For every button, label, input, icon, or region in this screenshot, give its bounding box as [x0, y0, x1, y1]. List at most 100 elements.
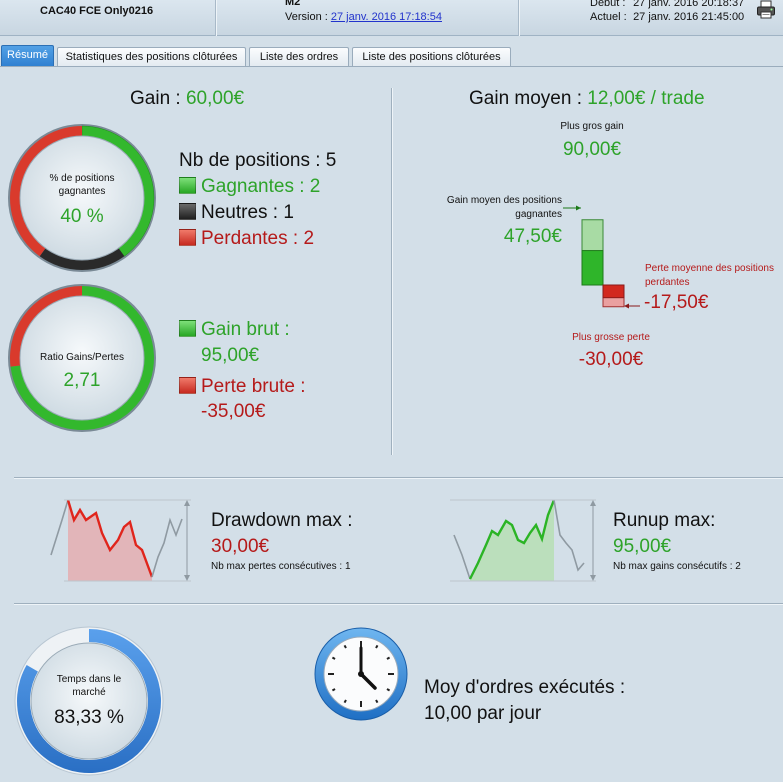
drawdown-line-before [50, 499, 69, 556]
winners-text: Gagnantes : 2 [201, 176, 321, 197]
tab-bar: Résumé Statistiques des positions clôtur… [0, 45, 783, 67]
winners-legend: Gagnantes : 2 [179, 176, 320, 198]
clock-tick [375, 644, 379, 649]
clock-tick [343, 644, 347, 649]
max-gain-label: Plus gros gain [560, 121, 624, 132]
tab-closed-positions-stats[interactable]: Statistiques des positions clôturées [57, 47, 246, 67]
orders-label: Moy d'ordres exécutés : [424, 677, 626, 698]
time-in-market-value: 83,33 % [54, 707, 124, 728]
drawdown-line [66, 499, 154, 578]
positions-count: Nb de positions : 5 [179, 150, 337, 171]
average-loss-arrow-icon [624, 303, 629, 309]
gain-loss-ratio-donut [8, 284, 156, 432]
average-gain-value: 12,00€ / trade [587, 88, 705, 109]
version-label: Version : [285, 11, 331, 23]
drawdown-subtext: Nb max pertes consécutives : 1 [211, 561, 351, 572]
losing-segment [10, 126, 82, 257]
tab-resume[interactable]: Résumé [1, 45, 54, 67]
average-win-value: 47,50€ [503, 226, 562, 247]
gross-loss-value: -35,00€ [201, 401, 266, 422]
average-gain-heading: Gain moyen : 12,00€ / trade [469, 88, 705, 110]
strategy-name: CAC40 FCE Only0216 [40, 5, 154, 17]
time-in-market-label: Temps dans le marché [56, 674, 122, 698]
winning-positions-ring: % de positions gagnantes 40 % [6, 122, 158, 274]
winning-positions-value: 40 % [60, 206, 104, 227]
start-date-label: Début : [590, 0, 626, 9]
drawdown-area [68, 500, 152, 581]
max-loss-value: -30,00€ [578, 349, 644, 370]
strategy-label: M2 [285, 0, 301, 8]
panel-divider [391, 88, 392, 455]
up-arrow-icon [184, 500, 190, 506]
gain-value: 60,00€ [185, 88, 245, 109]
average-loss-value: -17,50€ [644, 292, 709, 313]
clock-hour-hand [359, 672, 377, 690]
start-date-value: 27 janv. 2016 20:18:37 [633, 0, 745, 9]
average-gain-bars [563, 205, 640, 309]
drawdown-label: Drawdown max : [211, 510, 353, 531]
loss-segment [10, 286, 82, 367]
red-square-icon [179, 377, 196, 394]
drawdown-value: 30,00€ [211, 536, 270, 557]
header-separator [215, 0, 216, 36]
gain-label: Gain : [130, 88, 186, 109]
gross-loss-legend: Perte brute : [179, 376, 306, 398]
section-divider [14, 603, 783, 604]
clock-tick [386, 656, 391, 660]
drawdown-sparkline [50, 499, 191, 582]
gross-gain-legend: Gain brut : [179, 319, 290, 341]
average-gain-label: Gain moyen : [469, 88, 588, 109]
down-arrow-icon [184, 575, 190, 581]
runup-area [470, 500, 554, 581]
green-square-icon [179, 177, 196, 194]
green-square-icon [179, 320, 196, 337]
clock-tick [331, 656, 336, 660]
section-divider [14, 477, 783, 478]
current-date-value: 27 janv. 2016 21:45:00 [633, 11, 745, 23]
time-in-market-ring: Temps dans le marché 83,33 % [14, 626, 164, 776]
tab-closed-positions-list[interactable]: Liste des positions clôturées [352, 47, 511, 67]
up-arrow-icon [590, 500, 596, 506]
gross-gain-label: Gain brut : [201, 319, 290, 340]
header-bar [0, 0, 783, 36]
clock-icon [314, 627, 408, 721]
down-arrow-icon [590, 575, 596, 581]
winning-positions-donut [8, 124, 156, 272]
printer-icon[interactable] [756, 0, 776, 20]
black-square-icon [179, 203, 196, 220]
gain-loss-ratio-label: Ratio Gains/Pertes [40, 352, 124, 363]
runup-line [468, 499, 556, 580]
gain-loss-ratio-value: 2,71 [63, 370, 101, 391]
start-date: Début : 27 janv. 2016 20:18:37 [590, 0, 744, 10]
runup-label: Runup max: [613, 510, 716, 531]
red-square-icon [179, 229, 196, 246]
runup-subtext: Nb max gains consécutifs : 2 [613, 561, 741, 572]
tab-underline [0, 66, 783, 67]
gross-loss-label: Perte brute : [201, 376, 306, 397]
current-date: Actuel : 27 janv. 2016 21:45:00 [590, 10, 744, 24]
runup-value: 95,00€ [613, 536, 672, 557]
gain-loss-ratio-ring: Ratio Gains/Pertes 2,71 [6, 282, 158, 434]
date-range: Début : 27 janv. 2016 20:18:37 Actuel : … [590, 0, 744, 24]
winning-positions-label: % de positions gagnantes [49, 173, 115, 197]
max-loss-label: Plus grosse perte [572, 332, 650, 343]
clock-tick [375, 699, 379, 704]
max-gain-value: 90,00€ [562, 139, 622, 160]
header-separator [518, 0, 519, 36]
average-win-arrow-icon [576, 205, 581, 211]
neutral-text: Neutres : 1 [201, 202, 294, 223]
runup-line-before [453, 534, 471, 580]
clock-tick [331, 688, 336, 692]
runup-line-after [553, 499, 585, 572]
losers-text: Perdantes : 2 [201, 228, 315, 249]
version-link[interactable]: 27 janv. 2016 17:18:54 [330, 11, 442, 23]
gain-heading: Gain : 60,00€ [130, 88, 244, 110]
average-loss-bar [602, 284, 625, 299]
runup-sparkline [450, 499, 596, 582]
time-in-market-donut [14, 626, 164, 776]
version-line: Version : 27 janv. 2016 17:18:54 [285, 11, 442, 23]
average-loss-label: Perte moyenne des positions perdantes [645, 263, 774, 288]
clock-tick [343, 699, 347, 704]
clock-tick [386, 688, 391, 692]
tab-orders-list[interactable]: Liste des ordres [249, 47, 349, 67]
